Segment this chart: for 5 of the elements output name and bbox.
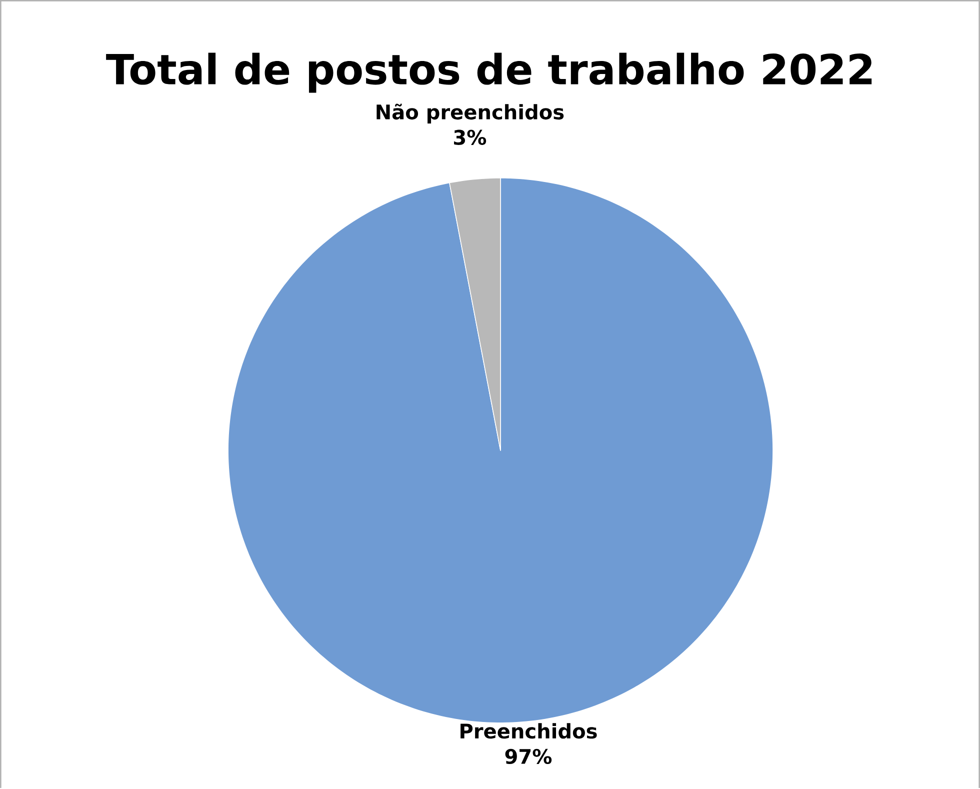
data-label: 3% [454,130,486,146]
slice-label: Preenchidos [460,723,597,739]
chart-title: Total de postos de trabalho 2022 [106,52,872,93]
data-label: 97% [505,749,552,764]
slice-label: Não preenchidos [376,104,564,124]
